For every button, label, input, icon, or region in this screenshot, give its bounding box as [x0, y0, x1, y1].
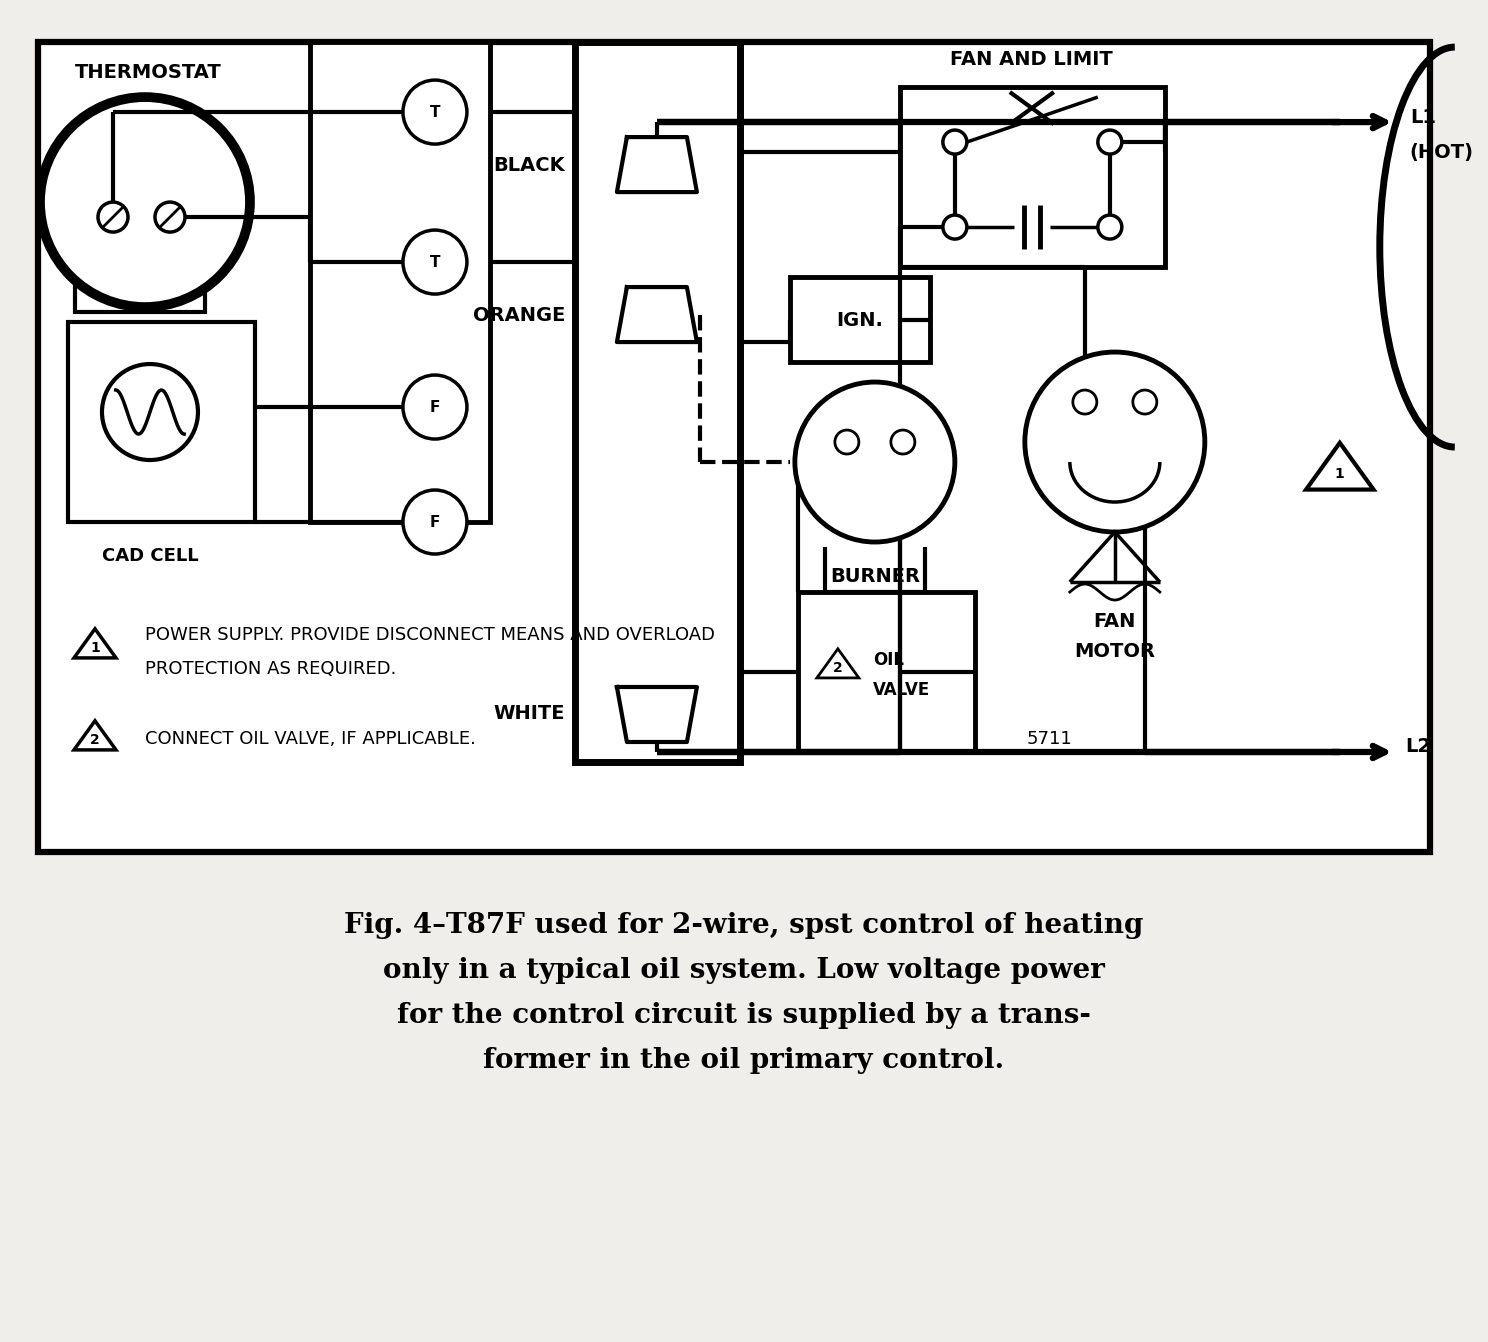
- Circle shape: [891, 429, 915, 454]
- Text: 2: 2: [833, 662, 842, 675]
- Text: WHITE: WHITE: [494, 705, 565, 723]
- Bar: [74, 242, 205, 313]
- Text: THERMOSTAT: THERMOSTAT: [74, 63, 222, 82]
- Circle shape: [1073, 391, 1097, 415]
- Text: former in the oil primary control.: former in the oil primary control.: [484, 1047, 1004, 1074]
- Text: CONNECT OIL VALVE, IF APPLICABLE.: CONNECT OIL VALVE, IF APPLICABLE.: [144, 730, 476, 747]
- Bar: [310, 42, 490, 522]
- Text: POWER SUPPLY. PROVIDE DISCONNECT MEANS AND OVERLOAD: POWER SUPPLY. PROVIDE DISCONNECT MEANS A…: [144, 625, 714, 644]
- Polygon shape: [817, 648, 859, 678]
- Text: OIL: OIL: [873, 651, 903, 670]
- Circle shape: [403, 81, 467, 144]
- Bar: [39, 42, 1430, 852]
- Circle shape: [403, 229, 467, 294]
- Text: (HOT): (HOT): [1409, 142, 1473, 161]
- Text: ORANGE: ORANGE: [473, 306, 565, 325]
- Text: T: T: [430, 105, 440, 119]
- Circle shape: [943, 130, 967, 154]
- Text: L1: L1: [1409, 107, 1436, 126]
- Circle shape: [155, 203, 185, 232]
- Circle shape: [1098, 130, 1122, 154]
- Text: FAN: FAN: [1094, 612, 1135, 631]
- Circle shape: [103, 364, 198, 460]
- Polygon shape: [74, 721, 116, 750]
- Text: BURNER: BURNER: [830, 568, 920, 586]
- Text: 2: 2: [91, 733, 100, 747]
- Circle shape: [835, 429, 859, 454]
- Polygon shape: [74, 629, 116, 658]
- Text: VALVE: VALVE: [873, 680, 930, 699]
- Bar: [900, 87, 1165, 267]
- Text: IGN.: IGN.: [836, 310, 884, 330]
- Polygon shape: [1306, 443, 1373, 490]
- Text: F: F: [430, 514, 440, 530]
- Circle shape: [1025, 352, 1205, 531]
- Text: FAN AND LIMIT: FAN AND LIMIT: [951, 50, 1113, 68]
- Text: CAD CELL: CAD CELL: [101, 548, 198, 565]
- Text: Fig. 4–T87F used for 2-wire, spst control of heating: Fig. 4–T87F used for 2-wire, spst contro…: [344, 913, 1144, 939]
- Text: F: F: [430, 400, 440, 415]
- Bar: [574, 42, 740, 762]
- Circle shape: [795, 382, 955, 542]
- Bar: [798, 592, 975, 752]
- Circle shape: [98, 203, 128, 232]
- Circle shape: [403, 374, 467, 439]
- Text: 1: 1: [1335, 467, 1345, 480]
- Text: PROTECTION AS REQUIRED.: PROTECTION AS REQUIRED.: [144, 660, 396, 678]
- Text: only in a typical oil system. Low voltage power: only in a typical oil system. Low voltag…: [382, 957, 1104, 984]
- Circle shape: [1132, 391, 1156, 415]
- Text: L2: L2: [1405, 738, 1431, 757]
- Text: 5711: 5711: [1027, 730, 1073, 747]
- Circle shape: [40, 97, 250, 307]
- Text: T: T: [430, 255, 440, 270]
- Circle shape: [1098, 215, 1122, 239]
- Text: MOTOR: MOTOR: [1074, 641, 1155, 662]
- Circle shape: [943, 215, 967, 239]
- Bar: [790, 276, 930, 362]
- Bar: [68, 322, 254, 522]
- Text: BLACK: BLACK: [494, 156, 565, 174]
- Text: 1: 1: [91, 641, 100, 655]
- Text: for the control circuit is supplied by a trans-: for the control circuit is supplied by a…: [397, 1002, 1091, 1029]
- Circle shape: [403, 490, 467, 554]
